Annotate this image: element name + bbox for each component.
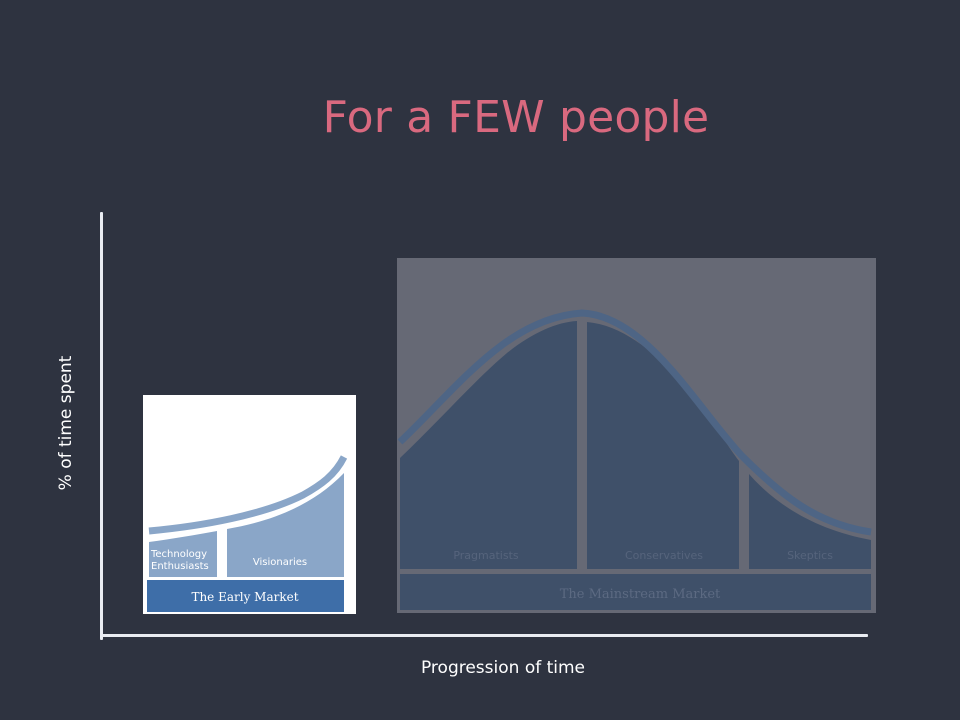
segment-label-skeptics: Skeptics [787,549,833,562]
mainstream-market-panel: Pragmatists Conservatives Skeptics The M… [397,258,876,613]
conservatives-area [587,322,739,569]
x-axis-label: Progression of time [420,658,586,678]
early-market-label: The Early Market [191,590,298,604]
early-market-panel: Technology Enthusiasts Visionaries The E… [143,395,356,614]
adoption-curve-line [148,455,348,535]
early-market-bar [147,580,344,612]
segment-label-visionaries: Visionaries [253,557,307,568]
y-axis-line [100,212,103,640]
mainstream-market-label: The Mainstream Market [560,587,721,602]
bell-curve-line [397,309,872,536]
pragmatists-area [400,321,577,569]
y-axis-label: % of time spent [56,355,76,491]
segment-label-technology: Technology [150,549,207,560]
technology-enthusiasts-area [149,531,217,577]
visionaries-area [227,473,344,577]
mainstream-market-diagram: Pragmatists Conservatives Skeptics The M… [397,309,872,610]
x-axis-line [100,634,868,637]
skeptics-area [749,474,871,569]
slide-title: For a FEW people [322,92,710,143]
mainstream-market-bar [400,574,871,610]
early-market-diagram: Technology Enthusiasts Visionaries The E… [147,455,348,612]
segment-label-pragmatists: Pragmatists [453,549,519,562]
segment-label-enthusiasts: Enthusiasts [151,561,209,572]
segment-label-conservatives: Conservatives [625,549,703,562]
